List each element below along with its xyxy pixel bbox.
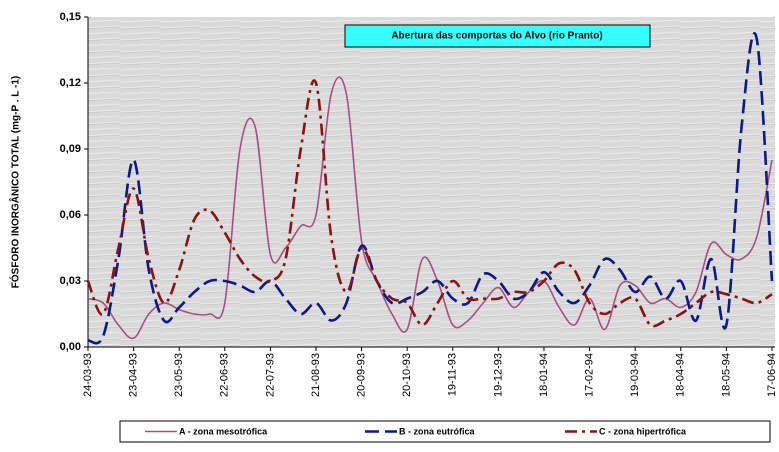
x-tick-label: 18-04-94 (675, 353, 687, 397)
legend-label: B - zona eutrófica (399, 426, 476, 436)
x-tick-label: 19-11-93 (447, 353, 459, 396)
legend-label: C - zona hipertrófica (599, 426, 687, 436)
legend-label: A - zona mesotrófica (179, 426, 268, 436)
y-tick-label: 0,00 (60, 341, 81, 353)
y-tick-label: 0,12 (60, 77, 81, 89)
x-tick-label: 20-10-93 (401, 353, 413, 397)
x-tick-label: 20-09-93 (355, 353, 367, 397)
x-tick-label: 18-05-94 (720, 353, 732, 397)
x-tick-label: 17-02-94 (583, 353, 595, 397)
x-tick-label: 22-06-93 (219, 353, 231, 397)
x-tick-label: 24-03-93 (82, 353, 94, 397)
x-tick-label: 18-01-94 (538, 353, 550, 397)
y-tick-label: 0,15 (60, 11, 81, 23)
x-tick-label: 19-03-94 (629, 353, 641, 397)
x-tick-label: 21-08-93 (310, 353, 322, 397)
x-tick-label: 17-06-94 (766, 353, 778, 397)
y-tick-label: 0,03 (60, 275, 81, 287)
plot-area (88, 17, 775, 347)
legend (119, 420, 771, 443)
x-tick-label: 23-05-93 (173, 353, 185, 397)
x-tick-label: 23-04-93 (128, 353, 140, 397)
series-line (87, 31, 774, 345)
y-tick-label: 0,09 (60, 143, 81, 155)
x-tick-label: 19-12-93 (492, 353, 504, 397)
x-tick-label: 22-07-93 (264, 353, 276, 397)
annotation: Abertura das comportas do Alvo (rio Pran… (391, 31, 602, 42)
y-axis-label: FÓSFORO INORGÂNICO TOTAL (mg-P . L -1) (9, 76, 22, 288)
y-tick-label: 0,06 (60, 209, 81, 221)
annotation-box (344, 24, 651, 48)
series-line (87, 76, 773, 340)
